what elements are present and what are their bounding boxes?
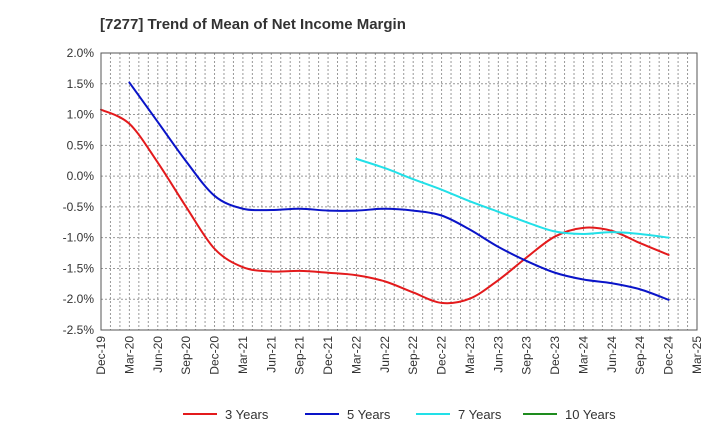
y-axis-ticks: 2.0% 1.5% 1.0% 0.5% 0.0% -0.5% -1.0% -1.5% -2.0%…: [63, 46, 95, 337]
y-tick-label: 0.5%: [67, 138, 95, 152]
series-line-7-years: [355, 157, 670, 239]
x-tick-label: Mar-25: [690, 336, 704, 374]
x-tick-label: Dec-20: [208, 336, 222, 375]
y-tick-label: 1.5%: [67, 77, 95, 91]
x-tick-label: Dec-21: [321, 336, 335, 375]
y-tick-label: -2.0%: [63, 292, 95, 306]
plot-frame: [100, 52, 698, 331]
x-tick-label: Jun-20: [151, 336, 165, 373]
x-tick-label: Sep-22: [406, 336, 420, 375]
x-tick-label: Mar-21: [236, 336, 250, 374]
x-axis-ticks: Dec-19 Mar-20 Jun-20 Sep-20 Dec-20 Mar-21 Jun-…: [94, 336, 704, 375]
y-tick-label: 0.0%: [67, 169, 95, 183]
x-tick-label: Dec-24: [662, 336, 676, 375]
x-tick-label: Dec-23: [548, 336, 562, 375]
x-tick-label: Sep-20: [179, 336, 193, 375]
legend-label: 7 Years: [458, 407, 502, 422]
y-tick-label: 2.0%: [67, 46, 95, 60]
series-line-3-years: [100, 108, 670, 305]
legend-label: 10 Years: [565, 407, 616, 422]
x-tick-label: Jun-24: [605, 336, 619, 373]
x-tick-label: Mar-22: [349, 336, 363, 374]
plot-area: [101, 53, 697, 330]
y-tick-label: -2.5%: [63, 323, 95, 337]
x-tick-label: Dec-22: [435, 336, 449, 375]
legend-label: 5 Years: [347, 407, 391, 422]
x-tick-label: Mar-20: [122, 336, 136, 374]
series-lines: [100, 81, 670, 305]
x-tick-label: Jun-23: [491, 336, 505, 373]
x-tick-label: Jun-22: [378, 336, 392, 373]
chart-title: [7277] Trend of Mean of Net Income Margi…: [100, 16, 406, 33]
x-tick-label: Mar-24: [576, 336, 590, 374]
y-tick-label: -1.5%: [63, 261, 95, 275]
x-tick-label: Sep-23: [520, 336, 534, 375]
y-tick-label: -0.5%: [63, 200, 95, 214]
x-tick-label: Sep-21: [293, 336, 307, 375]
x-tick-label: Sep-24: [633, 336, 647, 375]
legend: 3 Years 5 Years 7 Years 10 Years: [183, 407, 616, 422]
legend-label: 3 Years: [225, 407, 269, 422]
series-line-5-years: [128, 81, 670, 301]
x-tick-label: Jun-21: [264, 336, 278, 373]
x-tick-label: Mar-23: [463, 336, 477, 374]
x-tick-label: Dec-19: [94, 336, 108, 375]
y-tick-label: 1.0%: [67, 108, 95, 122]
y-tick-label: -1.0%: [63, 231, 95, 245]
